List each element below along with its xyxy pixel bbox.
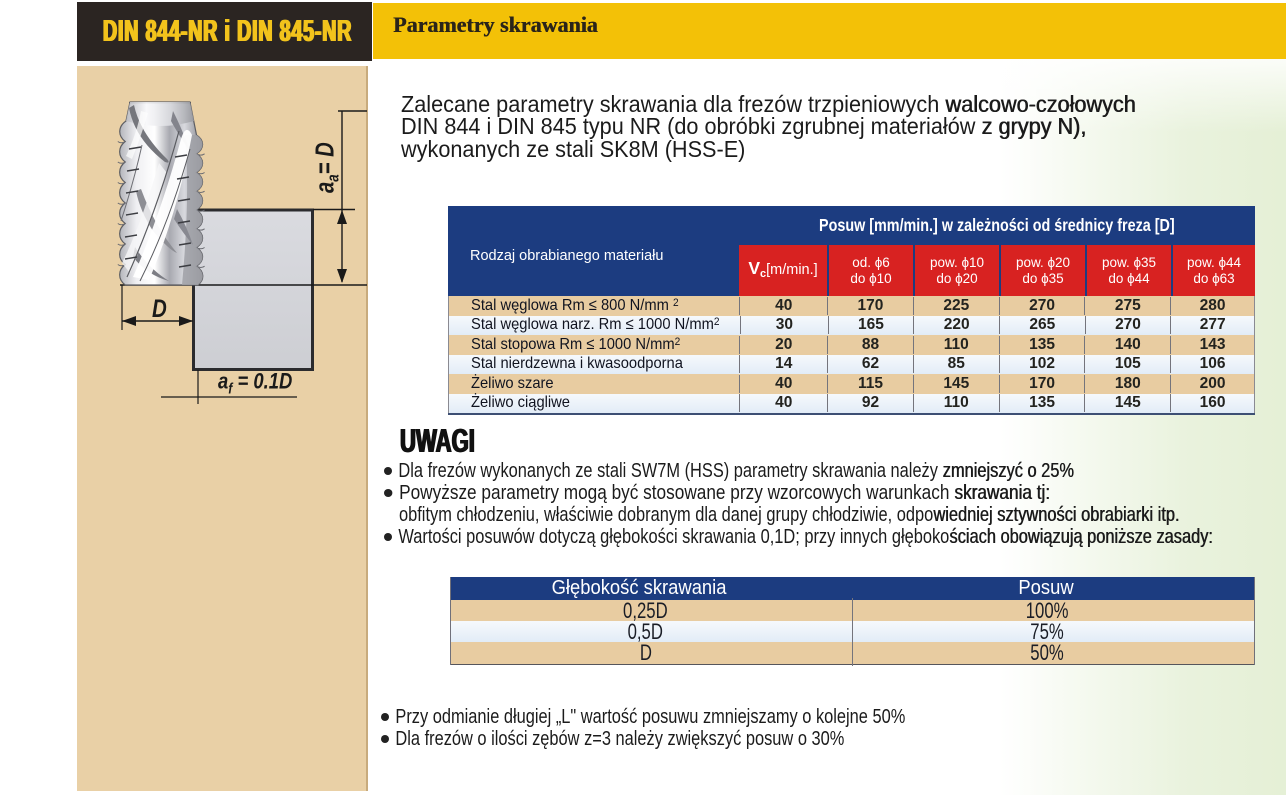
svg-text:aa= D: aa= D [310,142,343,193]
svg-text:D: D [152,294,167,322]
svg-text:af = 0.1D: af = 0.1D [218,369,292,397]
